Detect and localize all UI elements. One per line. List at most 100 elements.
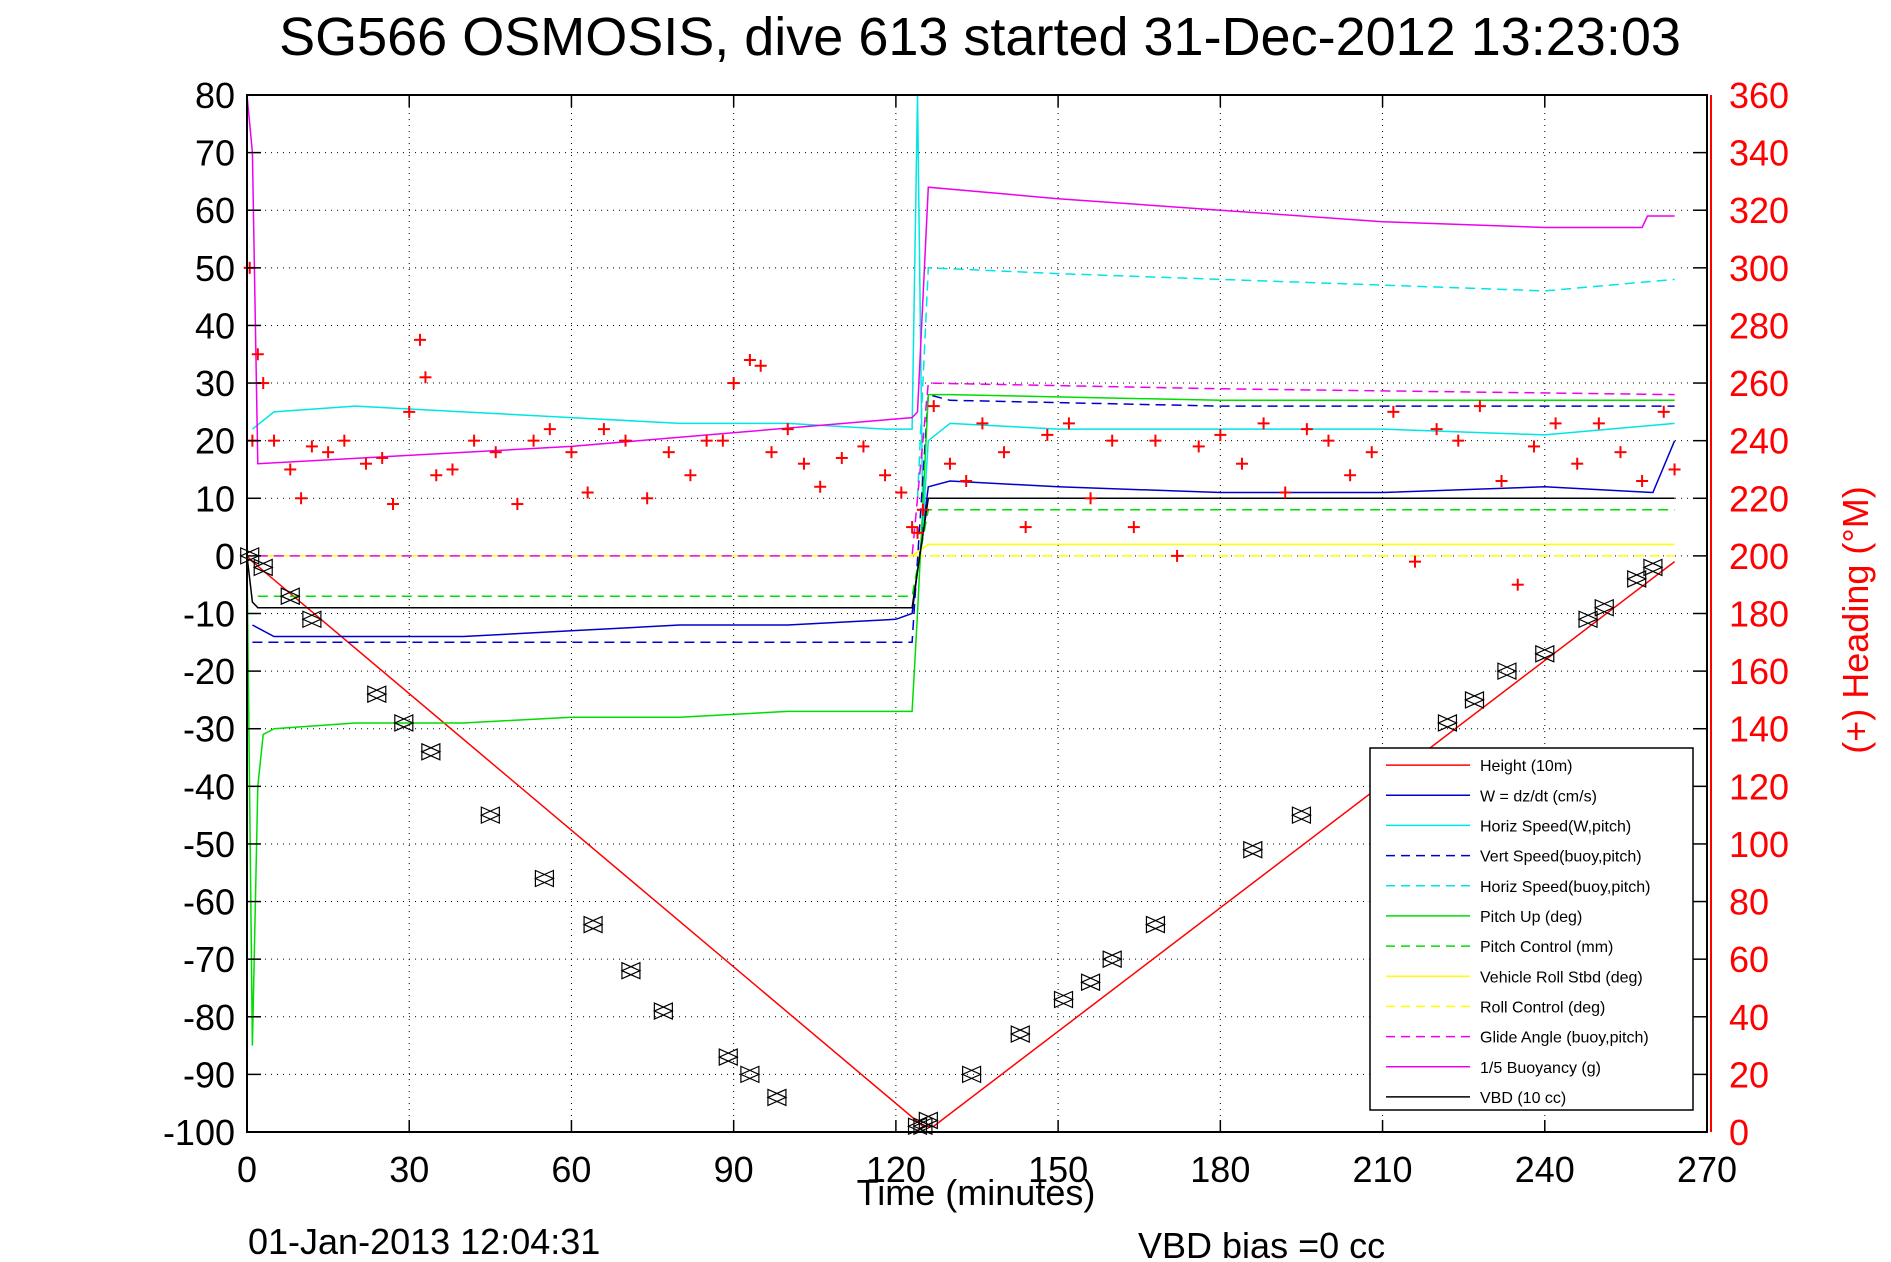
chart-title: SG566 OSMOSIS, dive 613 started 31-Dec-2… — [279, 7, 1681, 67]
heading-marker — [1668, 463, 1681, 476]
heading-marker — [1192, 440, 1205, 453]
y-right-tick-label: 300 — [1729, 248, 1789, 289]
heading-marker — [1549, 417, 1562, 430]
heading-marker — [684, 469, 697, 482]
depth-marker — [301, 610, 323, 629]
heading-marker — [268, 434, 281, 447]
y-right-tick-label: 120 — [1729, 766, 1789, 807]
depth-marker-left — [301, 610, 322, 629]
y-right-tick-label: 180 — [1729, 594, 1789, 635]
x-tick-label: 210 — [1353, 1149, 1413, 1190]
depth-marker-left — [1593, 598, 1614, 617]
depth-marker-left — [1009, 1025, 1030, 1043]
heading-marker — [727, 377, 740, 390]
depth-marker-left — [1464, 690, 1485, 709]
depth-marker-left — [533, 869, 555, 888]
heading-marker — [359, 457, 372, 470]
heading-marker — [911, 526, 924, 539]
depth-marker — [479, 806, 501, 825]
depth-marker-right — [653, 1002, 674, 1020]
y-right-tick-label: 160 — [1729, 651, 1789, 692]
heading-marker — [1214, 428, 1227, 441]
y-tick-label: -90 — [183, 1054, 235, 1095]
depth-marker — [1053, 990, 1074, 1009]
y-tick-label: 20 — [195, 421, 235, 462]
heading-marker — [1430, 423, 1443, 436]
heading-marker — [1636, 474, 1649, 487]
heading-marker — [1495, 474, 1508, 487]
heading-marker — [1019, 521, 1032, 534]
legend-label: VBD (10 cc) — [1480, 1090, 1566, 1107]
depth-marker-left — [1577, 610, 1598, 629]
depth-marker-left — [1053, 990, 1074, 1009]
depth-marker — [1436, 714, 1458, 732]
heading-marker — [754, 359, 767, 372]
depth-marker-right — [367, 685, 388, 704]
depth-marker-right — [1145, 915, 1166, 934]
heading-marker — [543, 423, 556, 436]
heading-marker — [414, 333, 427, 346]
x-tick-label: 270 — [1677, 1149, 1737, 1190]
depth-marker-left — [1101, 950, 1122, 969]
y-tick-label: -100 — [163, 1112, 235, 1153]
y-right-tick-label: 280 — [1729, 305, 1789, 346]
depth-marker-right — [302, 610, 323, 629]
x-tick-label: 90 — [714, 1149, 754, 1190]
heading-marker — [1235, 457, 1248, 470]
depth-marker-left — [1144, 915, 1166, 934]
legend-label: Height (10m) — [1480, 758, 1572, 775]
series-line-3 — [252, 393, 1675, 644]
heading-marker — [1527, 440, 1540, 453]
heading-marker — [814, 480, 827, 493]
depth-marker — [1496, 662, 1518, 681]
depth-marker-left — [766, 1088, 787, 1107]
depth-marker — [766, 1088, 788, 1107]
heading-marker — [1473, 400, 1486, 413]
depth-marker — [1642, 558, 1664, 577]
series-line-7 — [257, 543, 1675, 557]
depth-marker-right — [621, 961, 642, 980]
depth-marker — [907, 1117, 928, 1136]
y-right-tick-label: 340 — [1729, 133, 1789, 174]
depth-marker — [620, 961, 642, 980]
depth-marker-right — [740, 1065, 761, 1084]
x-tick-label: 180 — [1190, 1149, 1250, 1190]
y-right-tick-label: 260 — [1729, 363, 1789, 404]
legend-label: Pitch Control (mm) — [1480, 939, 1613, 956]
heading-marker — [1365, 446, 1378, 459]
tick-labels: 0 30 60 90 120 150 180 210 240 270 80 70 60 50 40 30 20 1… — [163, 75, 1789, 1190]
heading-marker — [716, 434, 729, 447]
heading-marker — [916, 503, 929, 516]
depth-marker-left — [1436, 714, 1458, 732]
depth-marker-left — [420, 742, 441, 761]
y-right-tick-label: 80 — [1729, 882, 1769, 923]
y-tick-label: -20 — [183, 651, 235, 692]
heading-marker — [468, 434, 481, 447]
depth-marker-left — [1080, 973, 1101, 992]
timestamp-label: 01-Jan-2013 12:04:31 — [248, 1221, 600, 1262]
depth-marker-right — [1578, 610, 1599, 629]
depth-marker — [1290, 806, 1312, 825]
depth-marker-left — [366, 685, 387, 704]
depth-marker-left — [717, 1048, 738, 1067]
y-right-tick-label: 20 — [1729, 1054, 1769, 1095]
series-line-9 — [257, 382, 1675, 557]
heading-marker — [284, 463, 297, 476]
heading-marker — [387, 498, 399, 511]
legend-label: Pitch Up (deg) — [1480, 909, 1582, 926]
series-line-1 — [252, 440, 1676, 638]
depth-marker-right — [534, 869, 555, 888]
y-tick-label: -50 — [183, 824, 235, 865]
y-tick-label: -60 — [183, 882, 235, 923]
legend: Height (10m) W = dz/dt (cm/s) Horiz Speed(… — [1369, 747, 1694, 1111]
legend-label: Vert Speed(buoy,pitch) — [1480, 849, 1642, 866]
legend-label: Glide Angle (buoy,pitch) — [1480, 1030, 1649, 1047]
axes — [246, 94, 1712, 1133]
heading-marker — [251, 348, 264, 361]
heading-marker — [581, 486, 594, 499]
depth-marker — [717, 1048, 739, 1067]
series-line-6 — [257, 509, 1675, 597]
heading-marker — [489, 446, 502, 459]
y-tick-label: 0 — [215, 536, 235, 577]
